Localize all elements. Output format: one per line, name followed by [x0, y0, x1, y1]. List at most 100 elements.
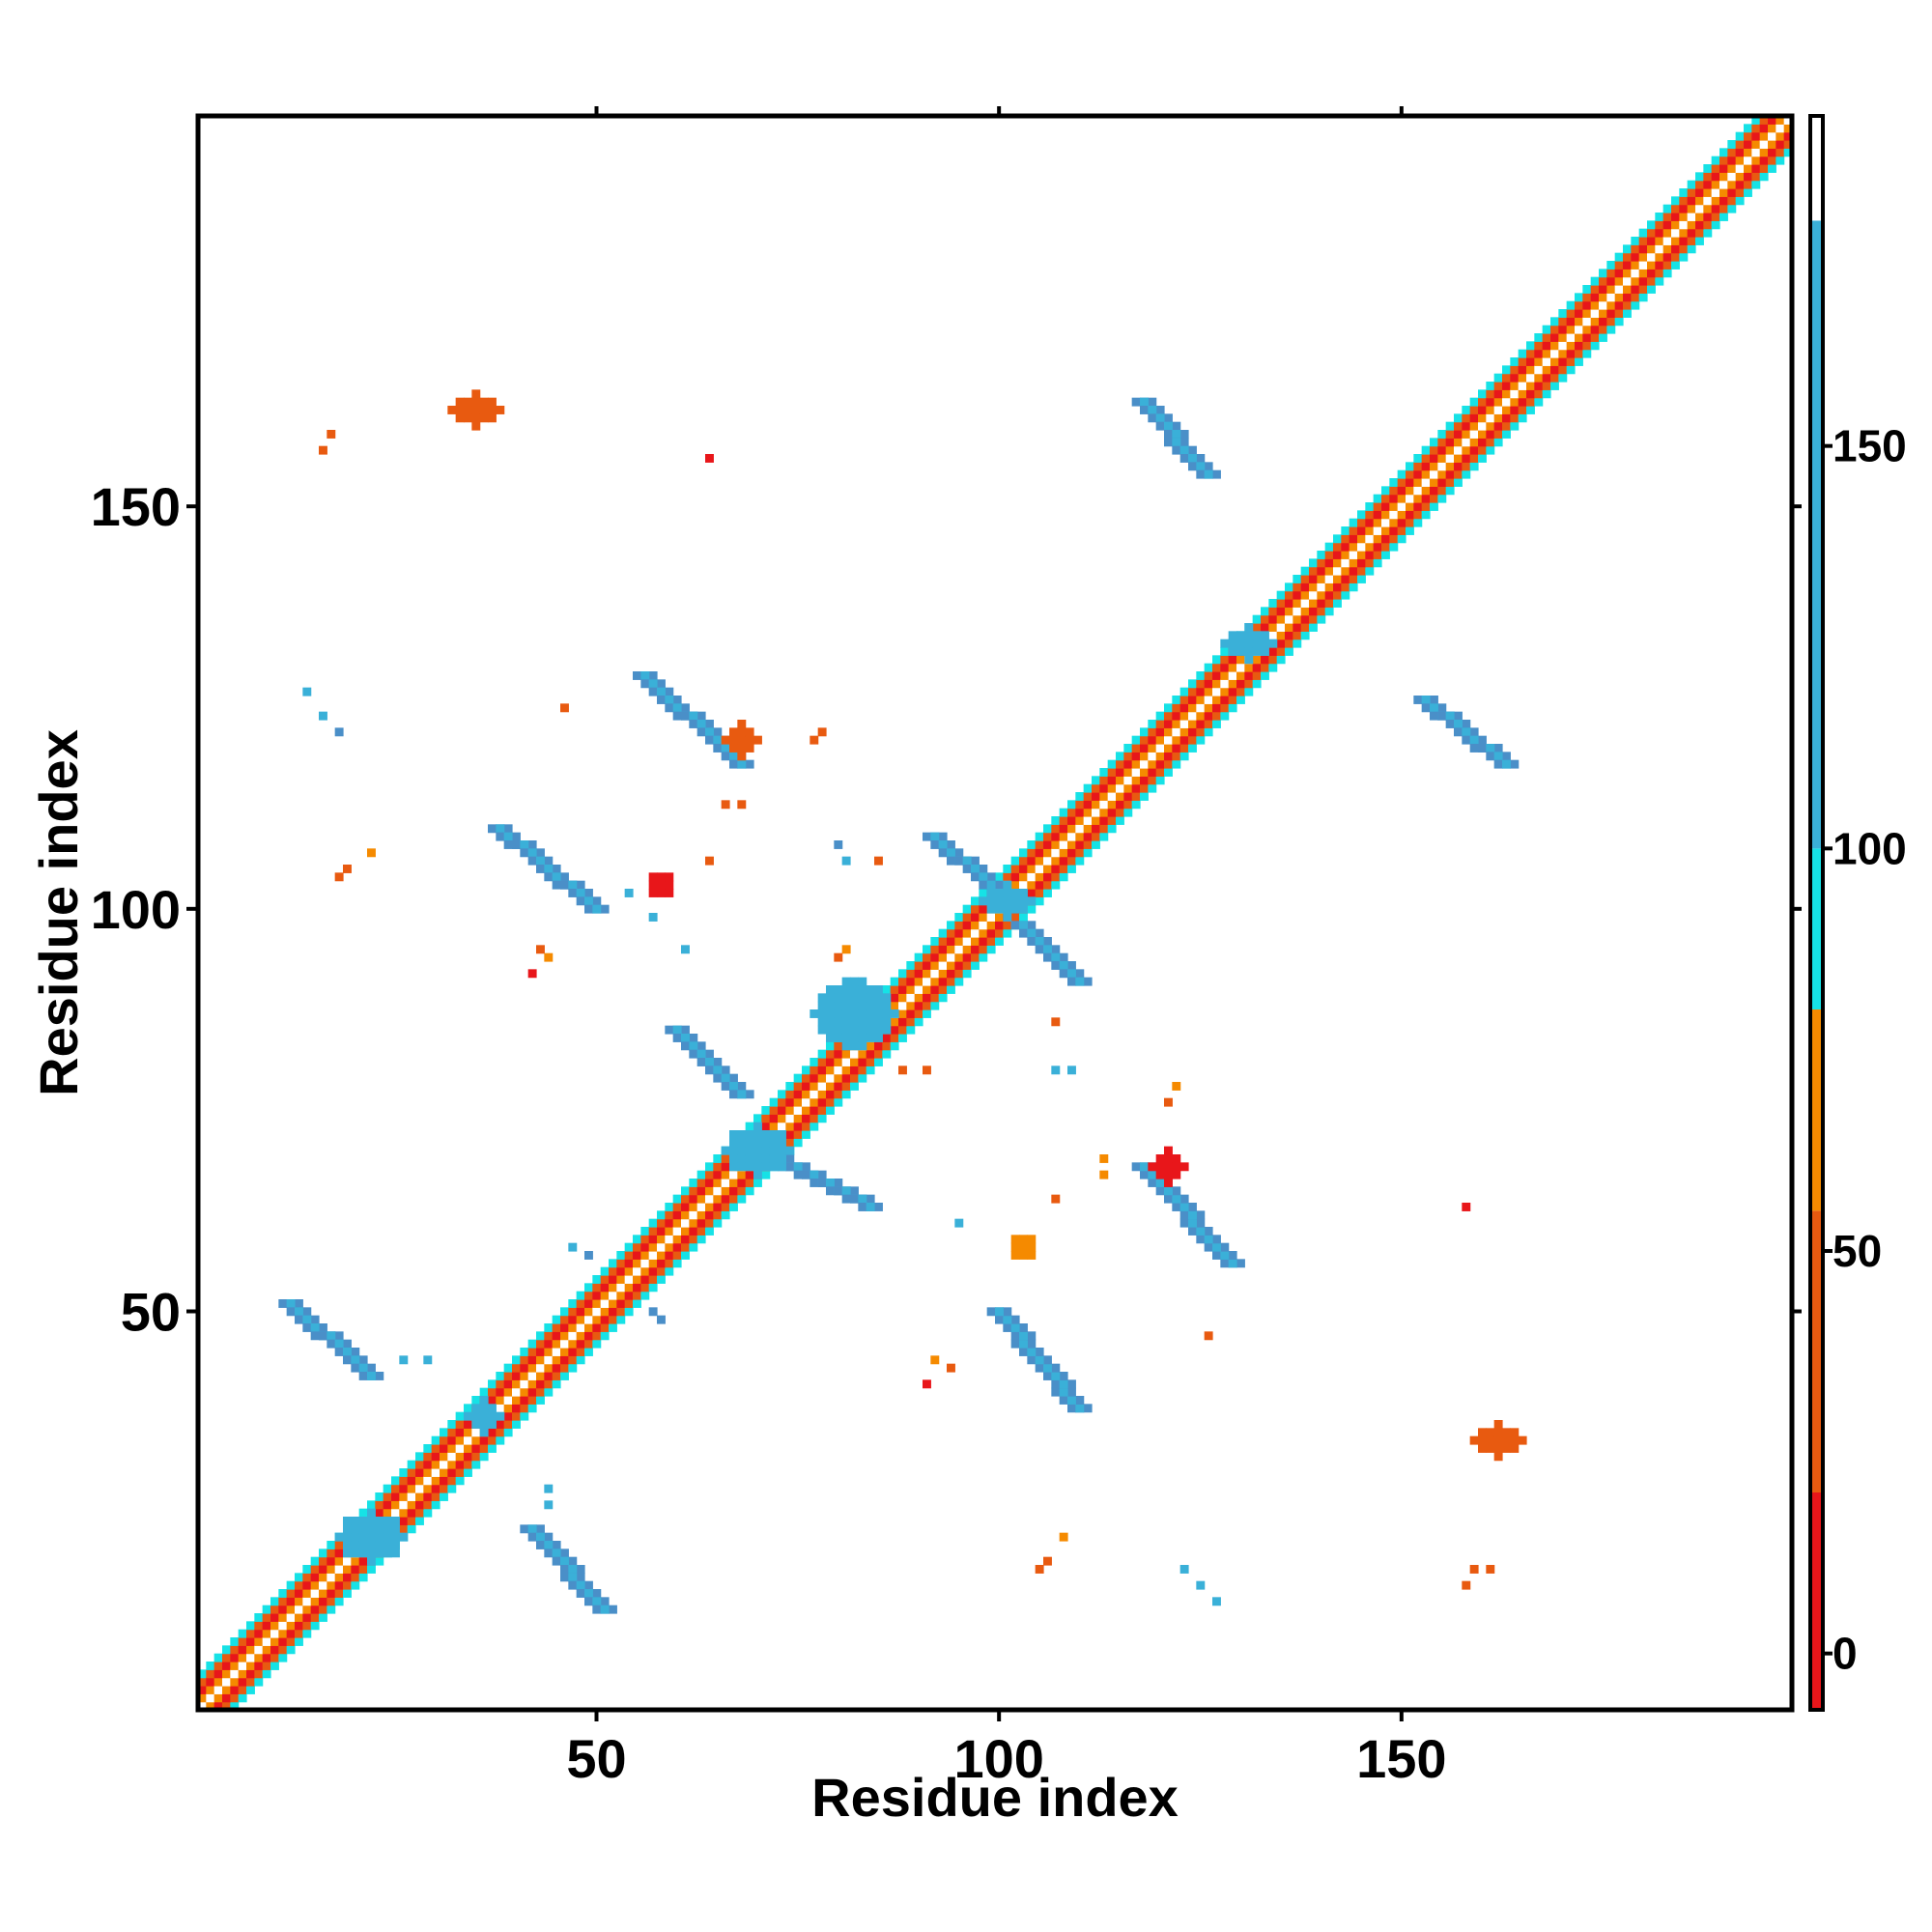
diagonal-cell [1010, 856, 1020, 866]
contact-cell [826, 1025, 835, 1035]
diagonal-cell [713, 1154, 723, 1163]
contact-cell [1003, 1315, 1012, 1324]
contact-cell [310, 1323, 320, 1332]
diagonal-cell [1293, 631, 1302, 640]
diagonal-cell [817, 1065, 827, 1075]
diagonal-cell [1148, 752, 1157, 761]
diagonal-cell [455, 1452, 465, 1462]
diagonal-cell [1687, 213, 1696, 221]
diagonal-cell [1486, 397, 1495, 407]
diagonal-cell [1092, 776, 1100, 785]
diagonal-cell [310, 1556, 320, 1566]
contact-cell [696, 711, 706, 721]
diagonal-cell [696, 1218, 706, 1228]
contact-cell [1228, 639, 1237, 648]
diagonal-cell [1719, 188, 1728, 197]
diagonal-cell [1381, 542, 1390, 552]
diagonal-cell [1300, 590, 1310, 600]
diagonal-cell [1469, 406, 1479, 414]
diagonal-cell [1389, 478, 1399, 487]
diagonal-cell [995, 921, 1004, 930]
contact-cell [536, 1532, 545, 1542]
contact-cell [681, 945, 690, 954]
diagonal-cell [471, 1435, 481, 1445]
diagonal-cell [1035, 896, 1044, 906]
diagonal-cell [527, 1372, 537, 1380]
diagonal-cell [1445, 430, 1455, 439]
contact-cell [737, 1090, 747, 1099]
diagonal-cell [488, 1379, 497, 1389]
diagonal-cell [254, 1613, 264, 1622]
diagonal-cell [1662, 220, 1672, 230]
diagonal-cell [769, 1114, 779, 1123]
contact-cell [423, 1355, 433, 1365]
diagonal-cell [246, 1645, 255, 1655]
diagonal-cell [455, 1420, 465, 1429]
diagonal-cell [302, 1589, 312, 1598]
diagonal-cell [1502, 430, 1511, 439]
diagonal-cell [1647, 252, 1656, 262]
diagonal-cell [640, 1283, 650, 1293]
diagonal-cell [391, 1500, 400, 1510]
contact-cell [866, 993, 875, 1003]
diagonal-cell [1566, 341, 1576, 351]
diagonal-cell [270, 1662, 279, 1670]
diagonal-cell [1631, 300, 1640, 310]
diagonal-cell [560, 1315, 569, 1324]
diagonal-cell [1421, 502, 1431, 511]
diagonal-cell [689, 1218, 698, 1228]
contact-cell [1204, 469, 1213, 479]
diagonal-cell [222, 1693, 231, 1703]
diagonal-cell [1035, 865, 1044, 873]
diagonal-cell [1727, 172, 1737, 182]
diagonal-cell [785, 1130, 795, 1139]
contact-cell [584, 889, 593, 897]
diagonal-cell [568, 1323, 578, 1332]
diagonal-cell [1333, 534, 1342, 544]
contact-cell [729, 759, 738, 769]
contact-cell [954, 848, 964, 858]
diagonal-cell [713, 1186, 723, 1196]
diagonal-cell [1542, 389, 1551, 399]
diagonal-cell [1148, 759, 1157, 769]
diagonal-cell [1719, 156, 1728, 165]
diagonal-cell [1300, 631, 1310, 640]
diagonal-cell [327, 1573, 336, 1582]
contact-cell [826, 1017, 835, 1027]
contact-cell [1510, 1435, 1520, 1445]
contact-cell [375, 1541, 384, 1549]
diagonal-cell [1300, 575, 1310, 583]
diagonal-cell [817, 1106, 827, 1115]
diagonal-cell [778, 1122, 786, 1131]
diagonal-cell [962, 952, 972, 962]
diagonal-cell [1107, 792, 1117, 801]
diagonal-cell [1293, 575, 1302, 583]
diagonal-cell [270, 1605, 279, 1614]
diagonal-cell [1462, 462, 1471, 471]
diagonal-cell [1719, 213, 1728, 221]
diagonal-cell [1220, 671, 1230, 680]
diagonal-cell [447, 1428, 457, 1437]
diagonal-cell [295, 1597, 303, 1606]
diagonal-cell [640, 1235, 650, 1244]
contact-cell [1027, 1348, 1037, 1356]
diagonal-cell [624, 1275, 634, 1284]
diagonal-cell [1220, 703, 1230, 713]
diagonal-cell [1285, 599, 1293, 608]
diagonal-cell [1582, 317, 1592, 327]
contact-cell [1164, 1179, 1173, 1187]
contact-cell [447, 406, 457, 414]
contact-cell [1019, 1339, 1028, 1349]
diagonal-cell [319, 1589, 327, 1598]
contact-cell [471, 1420, 481, 1429]
contact-cell [721, 735, 730, 745]
diagonal-cell [1261, 663, 1269, 672]
diagonal-cell [1212, 720, 1221, 728]
contact-cell [729, 1090, 738, 1099]
diagonal-cell [238, 1693, 247, 1703]
diagonal-cell [778, 1090, 786, 1099]
diagonal-cell [1155, 768, 1165, 777]
diagonal-cell [327, 1580, 336, 1590]
contact-cell [1043, 1363, 1052, 1373]
diagonal-cell [1647, 269, 1656, 278]
